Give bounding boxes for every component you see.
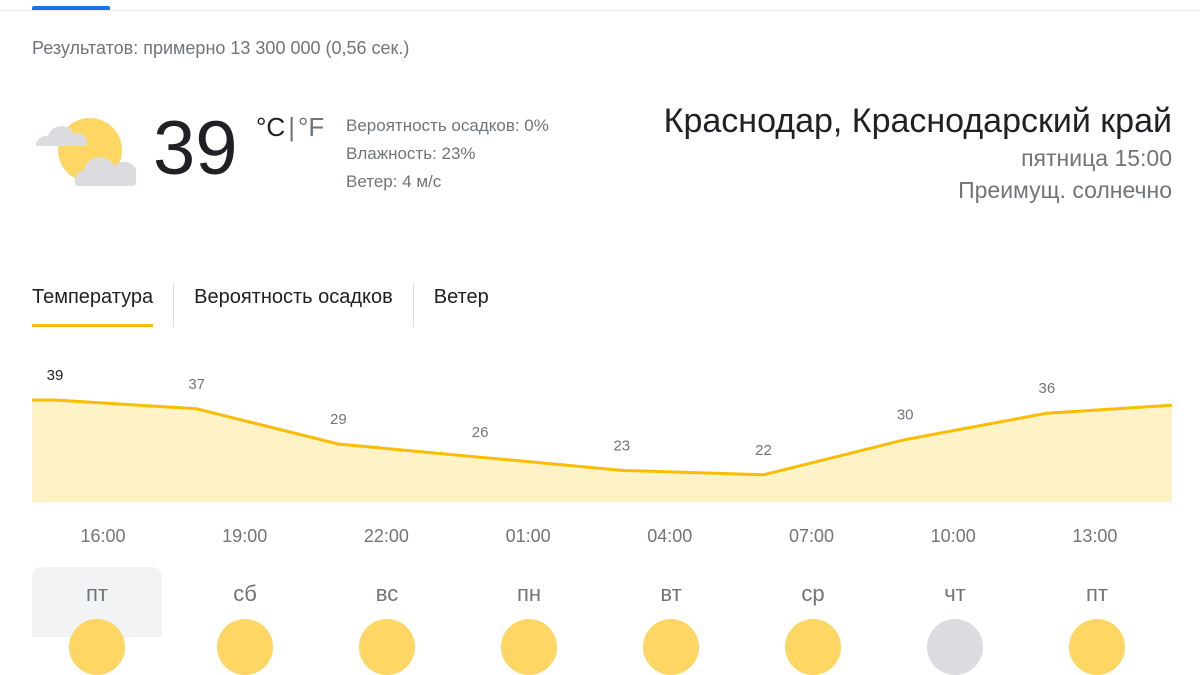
day-item[interactable]: пт	[32, 567, 162, 675]
x-tick-label: 22:00	[364, 526, 409, 546]
result-stats: Результатов: примерно 13 300 000 (0,56 с…	[32, 38, 410, 58]
location-condition: Преимущ. солнечно	[958, 177, 1172, 203]
partly-cloudy-icon	[1069, 619, 1125, 675]
x-tick-label: 13:00	[1072, 526, 1117, 546]
tab-precipitation[interactable]: Вероятность осадков	[173, 283, 413, 327]
data-label: 29	[330, 411, 347, 428]
data-label: 39	[47, 367, 64, 384]
sun-icon	[217, 619, 273, 675]
day-label: вт	[660, 581, 682, 606]
day-label: вс	[375, 581, 399, 606]
data-label: 22	[755, 442, 772, 459]
x-tick-label: 19:00	[222, 526, 267, 546]
precipitation: Вероятность осадков: 0%	[346, 116, 549, 135]
day-label: ср	[801, 581, 825, 606]
day-item[interactable]: пн	[458, 567, 600, 675]
x-tick-label: 16:00	[80, 526, 125, 546]
day-label: пт	[1086, 581, 1108, 606]
chart-tabs: Температура Вероятность осадков Ветер	[32, 283, 509, 327]
day-label: пт	[86, 581, 108, 606]
unit-toggle: °C | °F	[256, 112, 324, 143]
day-item[interactable]: пт	[1026, 567, 1168, 675]
unit-separator: |	[288, 112, 295, 142]
day-label: чт	[944, 581, 966, 606]
cloud-icon	[927, 619, 983, 675]
sun-icon	[69, 619, 125, 675]
tab-wind[interactable]: Ветер	[412, 283, 509, 327]
data-label: 23	[613, 437, 630, 454]
temperature-line	[32, 398, 1173, 477]
active-tab-indicator	[32, 6, 110, 10]
day-selector: пт сб вс пн вт ср чт пт	[32, 567, 1168, 675]
sun-icon	[501, 619, 557, 675]
day-item[interactable]: сб	[174, 567, 316, 675]
tab-temperature[interactable]: Температура	[32, 283, 173, 327]
day-label: сб	[233, 581, 257, 606]
day-item[interactable]: ср	[742, 567, 884, 675]
day-item[interactable]: вт	[600, 567, 742, 675]
location-city: Краснодар, Краснодарский край	[663, 102, 1172, 140]
data-label: 37	[188, 376, 205, 393]
temperature-area	[32, 400, 1172, 502]
x-tick-label: 07:00	[789, 526, 834, 546]
day-item[interactable]: вс	[316, 567, 458, 675]
weather-details: Вероятность осадков: 0% Влажность: 23% В…	[346, 112, 549, 196]
location-block: Краснодар, Краснодарский край пятница 15…	[652, 100, 1172, 206]
data-label: 36	[1039, 380, 1056, 397]
divider	[0, 10, 1200, 11]
data-label: 30	[897, 407, 914, 424]
partly-cloudy-icon	[35, 118, 136, 186]
data-label: 26	[472, 424, 489, 441]
humidity: Влажность: 23%	[346, 144, 476, 163]
celsius-button[interactable]: °C	[256, 112, 286, 142]
current-temperature: 39	[153, 106, 238, 191]
sun-icon	[643, 619, 699, 675]
sun-icon	[359, 619, 415, 675]
wind: Ветер: 4 м/с	[346, 172, 442, 191]
x-tick-label: 01:00	[506, 526, 551, 546]
partly-cloudy-icon	[785, 619, 841, 675]
temperature-chart: 39 37 29 26 23 22 30 36 16:00 19:00 22:00 01:00 04:0…	[32, 367, 1173, 546]
x-tick-label: 10:00	[931, 526, 976, 546]
x-tick-label: 04:00	[647, 526, 692, 546]
day-item[interactable]: чт	[884, 567, 1026, 675]
day-label: пн	[516, 581, 542, 606]
fahrenheit-button[interactable]: °F	[297, 112, 325, 142]
location-time: пятница 15:00	[1021, 145, 1172, 171]
